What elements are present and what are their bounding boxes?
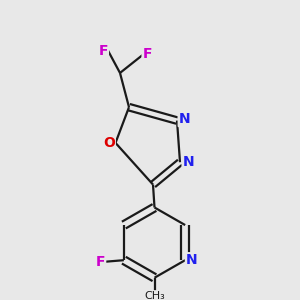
Text: F: F (96, 255, 105, 269)
Text: CH₃: CH₃ (144, 291, 165, 300)
Text: F: F (98, 44, 108, 58)
Text: F: F (142, 46, 152, 61)
Text: N: N (186, 253, 198, 267)
Text: O: O (103, 136, 115, 151)
Text: N: N (179, 112, 190, 126)
Text: N: N (183, 155, 194, 169)
